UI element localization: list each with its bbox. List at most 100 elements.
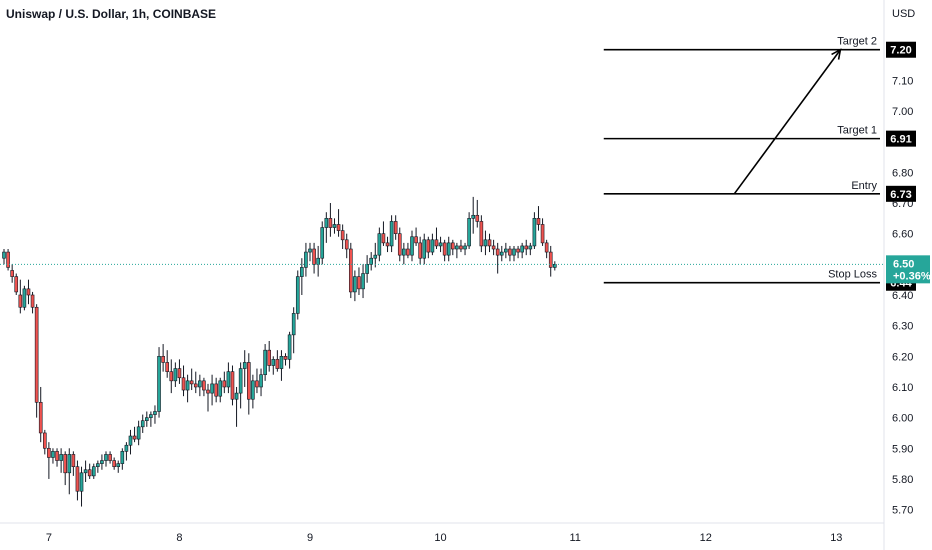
candle: [479, 215, 484, 253]
candle-body: [38, 401, 43, 434]
level-label: Entry: [851, 180, 877, 192]
candle: [340, 224, 345, 250]
candle-body: [6, 251, 10, 268]
candle-body: [263, 349, 267, 376]
candle: [112, 457, 116, 470]
candle-body: [459, 245, 463, 250]
candle-body: [540, 224, 545, 244]
candle-body: [173, 368, 178, 382]
y-tick-label: 7.00: [892, 106, 913, 118]
candle: [206, 383, 210, 412]
candle-body: [304, 251, 308, 268]
candle: [30, 291, 35, 314]
candle-body: [291, 313, 296, 336]
candle-body: [320, 227, 325, 259]
candle: [487, 233, 492, 253]
candle: [26, 279, 31, 305]
candle: [145, 411, 149, 427]
candle-body: [275, 359, 280, 369]
candle-body: [91, 466, 96, 477]
candle: [153, 405, 157, 424]
x-tick-label: 12: [700, 532, 712, 544]
candle-body: [251, 380, 255, 400]
y-tick-label: 6.30: [892, 321, 913, 333]
candle: [402, 242, 406, 265]
candle: [210, 374, 214, 406]
candle-body: [287, 334, 292, 360]
x-tick-label: 11: [569, 532, 580, 544]
candle: [55, 448, 59, 467]
candle-body: [487, 239, 492, 247]
candle-body: [67, 454, 72, 474]
candle-body: [324, 218, 329, 228]
candle: [157, 347, 161, 418]
candle-body: [55, 451, 59, 461]
level-price-tag-bg: [886, 41, 916, 58]
candle: [177, 359, 182, 384]
level-label: Target 2: [837, 36, 877, 48]
candle-body: [524, 245, 529, 250]
candle-body: [226, 371, 231, 388]
candle-body: [463, 245, 467, 250]
candle: [332, 218, 337, 234]
x-tick-label: 7: [46, 532, 52, 544]
candle: [128, 429, 133, 455]
candle-body: [165, 362, 169, 372]
candle: [508, 245, 512, 262]
candle: [446, 236, 451, 262]
candle-body: [26, 288, 31, 296]
candle-body: [552, 264, 557, 268]
candle-body: [87, 469, 92, 477]
candle-body: [430, 239, 435, 253]
candle-body: [2, 251, 6, 259]
candle-body: [128, 435, 133, 446]
candle: [430, 233, 435, 256]
candle: [348, 242, 353, 299]
candle: [520, 242, 524, 259]
candle-body: [455, 245, 459, 250]
candle-body: [30, 294, 35, 308]
y-tick-label: 6.60: [892, 229, 913, 241]
candle: [255, 368, 259, 394]
candle: [251, 374, 255, 409]
candle-body: [402, 248, 406, 256]
candle: [536, 206, 541, 231]
candle: [499, 245, 504, 262]
candle-body: [47, 447, 51, 458]
y-tick-label: 6.00: [892, 413, 913, 425]
y-tick-label: 6.10: [892, 382, 913, 394]
candle: [393, 215, 398, 240]
candle: [238, 362, 243, 409]
candle-body: [365, 264, 369, 274]
candle: [516, 245, 520, 259]
candle: [475, 199, 480, 228]
candle-body: [42, 432, 47, 449]
candle: [483, 230, 488, 256]
candle: [132, 426, 137, 443]
candle: [467, 212, 471, 250]
candle-body: [381, 233, 386, 244]
level-price-tag-bg: [886, 185, 916, 202]
candle: [100, 454, 104, 470]
candle: [34, 304, 39, 418]
target-arrow-head: [831, 48, 842, 60]
candle: [418, 236, 422, 265]
candle-body: [369, 257, 374, 265]
candle-body: [136, 426, 141, 440]
candle: [169, 359, 174, 394]
candle: [491, 239, 496, 256]
candle: [344, 233, 349, 259]
candle-body: [357, 276, 361, 290]
candle-body: [83, 469, 88, 474]
candle-body: [71, 454, 76, 467]
candle: [91, 463, 96, 479]
candle-body: [59, 454, 63, 461]
candle: [283, 353, 288, 366]
candle: [426, 236, 431, 259]
candle-body: [393, 221, 398, 234]
time-axis[interactable]: 7 8 9 10 11 12 13: [0, 522, 884, 544]
candle-body: [548, 251, 553, 268]
current-price-change: +0.36%: [893, 270, 931, 282]
target-arrow[interactable]: [733, 49, 842, 195]
